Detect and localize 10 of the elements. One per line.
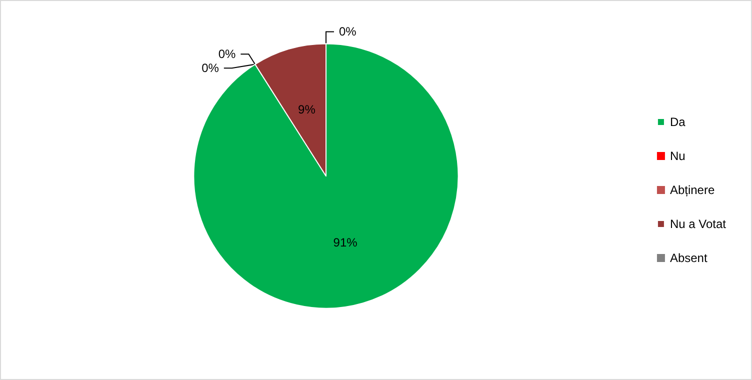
legend-label: Absent [670, 251, 708, 265]
data-label: 9% [298, 102, 316, 117]
legend-label: Da [670, 115, 686, 129]
legend-label: Nu a Votat [670, 217, 727, 231]
legend-label: Nu [670, 149, 686, 163]
text: 0% [218, 47, 236, 62]
legend-label: Abținere [670, 183, 715, 197]
text: 0% [202, 61, 219, 76]
text: 0% [339, 24, 356, 39]
data-label: 91% [333, 235, 358, 250]
